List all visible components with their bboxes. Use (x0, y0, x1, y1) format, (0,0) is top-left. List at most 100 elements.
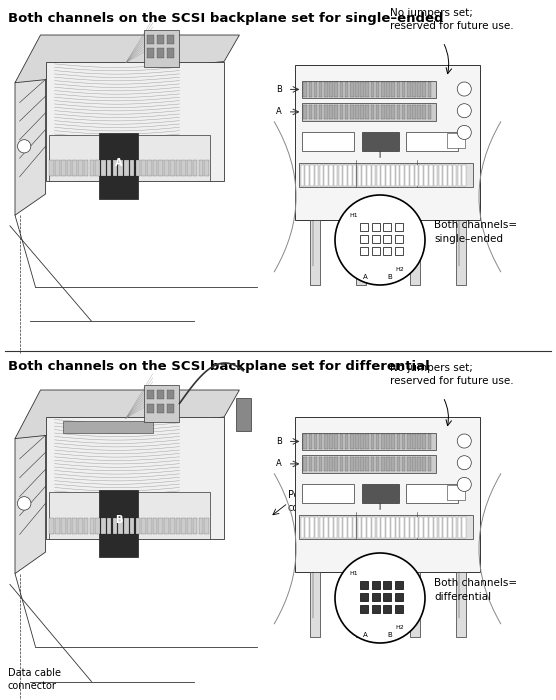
Bar (395, 605, 403, 612)
Bar (360, 581, 368, 589)
Bar (304, 83, 307, 97)
Bar (402, 457, 405, 471)
Bar (353, 165, 356, 186)
Text: B: B (276, 85, 282, 94)
Bar (407, 434, 410, 449)
Bar (112, 518, 117, 534)
Bar (141, 160, 146, 176)
Bar (61, 160, 66, 176)
Bar (153, 160, 157, 176)
Bar (334, 434, 338, 449)
Bar (350, 457, 354, 471)
Bar (99, 490, 138, 556)
Polygon shape (15, 62, 46, 215)
Bar (345, 105, 349, 119)
Bar (193, 160, 197, 176)
Bar (391, 83, 395, 97)
Bar (305, 165, 309, 186)
Bar (167, 35, 174, 44)
Bar (198, 160, 203, 176)
Bar (371, 105, 374, 119)
Bar (147, 35, 155, 44)
Bar (434, 517, 438, 538)
Bar (405, 165, 409, 186)
Bar (329, 434, 333, 449)
Bar (405, 517, 409, 538)
Bar (372, 165, 375, 186)
Bar (386, 517, 390, 538)
Bar (147, 403, 155, 413)
Bar (428, 434, 431, 449)
Bar (340, 83, 343, 97)
Bar (456, 572, 466, 637)
Bar (301, 165, 304, 186)
Text: H1: H1 (349, 213, 358, 218)
Bar (78, 518, 83, 534)
Bar (353, 517, 356, 538)
Bar (381, 434, 385, 449)
Bar (90, 518, 94, 534)
Bar (314, 105, 317, 119)
Text: A: A (276, 107, 282, 116)
Bar (386, 83, 390, 97)
Bar (329, 83, 333, 97)
Text: Power
connector: Power connector (288, 490, 337, 513)
Bar (376, 165, 380, 186)
Bar (376, 83, 380, 97)
Bar (383, 234, 391, 243)
Bar (376, 457, 380, 471)
Bar (396, 165, 399, 186)
Text: Both channels on the SCSI backplane set for single–ended: Both channels on the SCSI backplane set … (8, 12, 444, 25)
Bar (458, 517, 461, 538)
Bar (310, 572, 320, 637)
Bar (72, 518, 77, 534)
Bar (434, 165, 438, 186)
Bar (181, 160, 186, 176)
Bar (453, 165, 456, 186)
Bar (314, 434, 317, 449)
Bar (157, 35, 165, 44)
Circle shape (17, 497, 31, 510)
Bar (395, 223, 403, 231)
Bar (124, 518, 128, 534)
Bar (371, 83, 374, 97)
Circle shape (457, 125, 471, 139)
Bar (78, 160, 83, 176)
Text: H2: H2 (396, 267, 405, 272)
Bar (324, 434, 327, 449)
Bar (456, 220, 466, 285)
Bar (412, 434, 416, 449)
Bar (295, 417, 480, 572)
Bar (360, 83, 364, 97)
Bar (141, 518, 146, 534)
Bar (187, 160, 192, 176)
Bar (314, 457, 317, 471)
Bar (395, 581, 403, 589)
Bar (170, 160, 175, 176)
Bar (410, 572, 420, 637)
Bar (355, 434, 359, 449)
Bar (90, 160, 94, 176)
Bar (329, 105, 333, 119)
Bar (67, 518, 71, 534)
Bar (391, 165, 395, 186)
Bar (360, 247, 368, 255)
Bar (356, 572, 366, 637)
Bar (383, 593, 391, 601)
Polygon shape (15, 417, 46, 573)
Bar (360, 105, 364, 119)
Bar (371, 434, 374, 449)
Bar (302, 132, 354, 151)
Bar (402, 83, 405, 97)
Bar (153, 518, 157, 534)
Bar (55, 518, 60, 534)
Bar (360, 605, 368, 612)
Bar (329, 165, 332, 186)
Text: B: B (388, 632, 393, 638)
Bar (147, 390, 155, 400)
Bar (319, 83, 322, 97)
Bar (124, 160, 128, 176)
Bar (395, 234, 403, 243)
Bar (358, 517, 361, 538)
Bar (376, 434, 380, 449)
